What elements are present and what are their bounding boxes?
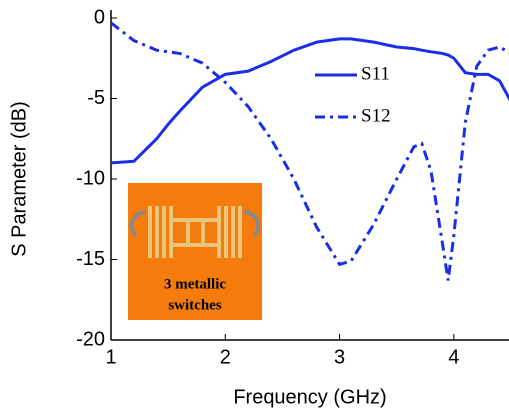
arrow xyxy=(243,209,261,238)
inset: 3 metallic switches xyxy=(128,183,262,320)
inset-label: 3 metallic xyxy=(164,276,226,292)
line xyxy=(111,37,509,165)
y-tick-label: -10 xyxy=(76,167,105,189)
arrow xyxy=(129,209,147,238)
y-tick-label: -5 xyxy=(87,87,105,109)
x-axis-label: Frequency (GHz) xyxy=(233,386,386,408)
y-axis-label: S Parameter (dB) xyxy=(8,101,30,257)
series-group xyxy=(111,37,509,165)
x-tick-label: 1 xyxy=(105,346,116,368)
x-tick-label: 2 xyxy=(220,346,231,368)
x-tick-label: 3 xyxy=(334,346,345,368)
switch-icon xyxy=(148,206,242,258)
x-tick-label: 4 xyxy=(448,346,459,368)
y-tick-label: 0 xyxy=(94,6,105,28)
inset-label: switches xyxy=(168,297,221,313)
legend-label: S12 xyxy=(361,105,391,126)
y-tick-label: -20 xyxy=(76,328,105,350)
legend-label: S11 xyxy=(361,63,390,84)
y-tick-label: -15 xyxy=(76,248,105,270)
